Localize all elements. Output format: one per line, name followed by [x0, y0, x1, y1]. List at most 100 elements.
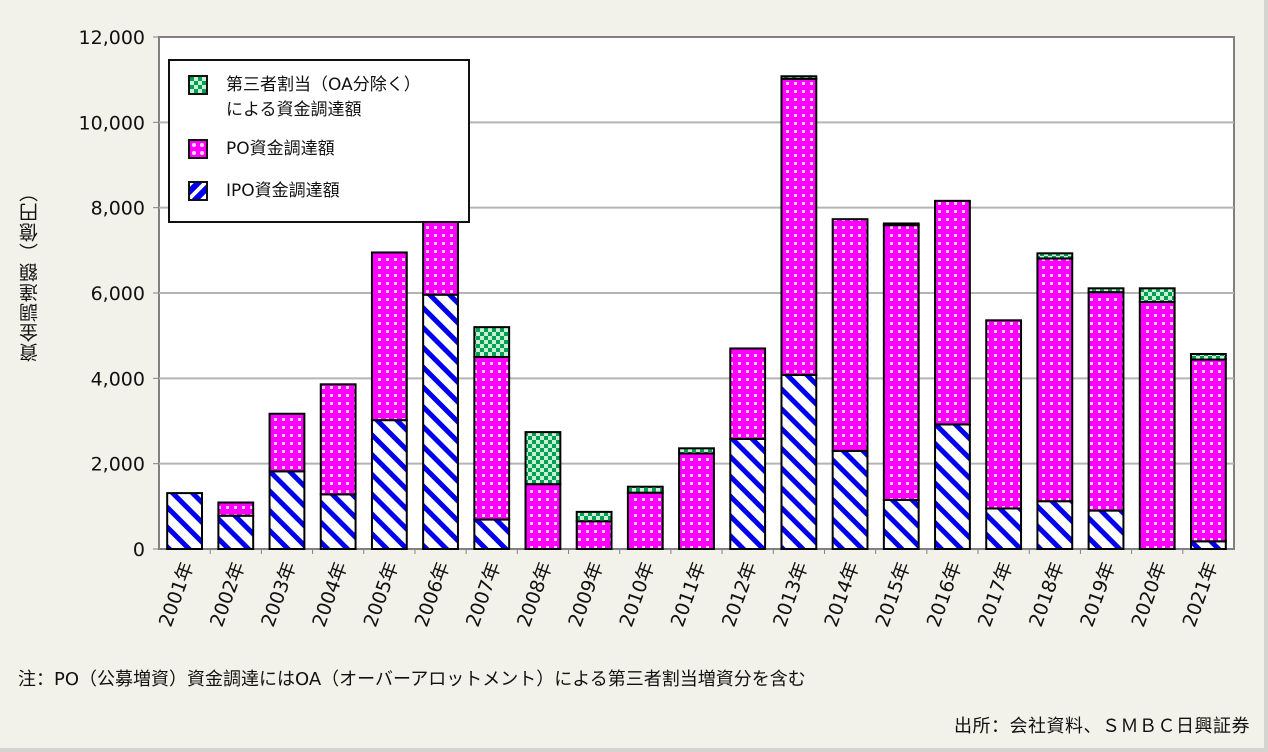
bar-2013年 [780, 75, 818, 551]
bar-segment [729, 437, 767, 551]
bar-segment [1138, 300, 1176, 550]
x-tick-label: 2005年 [360, 559, 404, 630]
legend: 第三者割当（OA分除く） による資金調達額 PO資金調達額 IPO資金調達額 [168, 59, 470, 223]
legend-label: 第三者割当（OA分除く） による資金調達額 [226, 75, 421, 120]
source-credit: 出所：会社資料、ＳＭＢＣ日興証券 [954, 716, 1250, 737]
checker-green-swatch-icon [188, 75, 208, 95]
bar-2001年 [166, 492, 203, 550]
bar-segment [934, 199, 971, 426]
x-tick-label: 2021年 [1179, 559, 1223, 630]
x-tick-label: 2007年 [462, 559, 506, 630]
x-tick-label: 2011年 [667, 559, 711, 630]
bar-segment [575, 510, 613, 523]
y-tick-label: 6,000 [91, 283, 145, 305]
bar-segment [626, 485, 664, 494]
x-tick-label: 2014年 [820, 559, 864, 630]
x-tick-label: 2015年 [871, 559, 915, 630]
bars [166, 75, 1227, 551]
bar-2021年 [1190, 353, 1227, 551]
x-tick-label: 2018年 [1025, 559, 1069, 630]
y-tick-label: 0 [133, 539, 145, 561]
bar-segment [422, 293, 459, 550]
x-axis-labels: 2001年 2002年 2003年 2004年 2005年 2006年 2007年 2008年… [155, 559, 1223, 630]
y-tick-label: 10,000 [79, 112, 145, 134]
bar-segment [1087, 291, 1125, 512]
bar-segment [370, 251, 408, 422]
bar-segment [1036, 257, 1074, 503]
bar-segment [729, 347, 767, 440]
bar-segment [217, 514, 255, 550]
x-tick-label: 2016年 [923, 559, 967, 630]
bar-segment [370, 419, 408, 550]
bar-segment [524, 431, 562, 486]
bar-segment [166, 492, 203, 550]
bar-2010年 [626, 485, 664, 550]
bar-segment [831, 449, 869, 550]
bar-segment [422, 210, 459, 296]
bar-segment [780, 373, 818, 551]
bar-2019年 [1087, 287, 1125, 551]
x-axis-ticks [209, 549, 1184, 554]
bar-segment [678, 452, 715, 550]
y-tick-label: 4,000 [91, 368, 145, 390]
bar-segment [780, 75, 818, 80]
bar-segment [882, 224, 920, 501]
bar-segment [217, 501, 255, 517]
bar-segment [831, 218, 869, 452]
bar-2015年 [882, 222, 920, 550]
x-tick-label: 2008年 [513, 559, 557, 630]
bar-segment [524, 483, 562, 550]
bar-2006年 [422, 210, 459, 550]
bar-segment [1036, 500, 1074, 551]
legend-item-ipo: IPO資金調達額 [188, 179, 340, 204]
bar-segment [1190, 358, 1227, 543]
x-tick-label: 2017年 [974, 559, 1018, 630]
bar-2014年 [831, 218, 869, 550]
bar-segment [934, 423, 971, 550]
bar-2016年 [934, 199, 971, 550]
y-axis-title: 資金調達額（億円） [19, 182, 41, 363]
legend-item-po: PO資金調達額 [188, 137, 335, 162]
legend-label: PO資金調達額 [226, 139, 335, 159]
bar-segment [1087, 287, 1125, 294]
bar-segment [1138, 287, 1176, 303]
bar-2003年 [268, 412, 306, 551]
bar-segment [1190, 353, 1227, 361]
bar-segment [1036, 252, 1074, 260]
y-axis-ticks: 0 2,000 4,000 6,000 8,000 10,000 12,000 [79, 27, 159, 561]
x-tick-label: 2009年 [564, 559, 608, 630]
bar-2012年 [729, 347, 767, 551]
x-tick-label: 2010年 [615, 559, 659, 630]
stripes-blue-swatch-icon [188, 181, 208, 201]
x-tick-label: 2002年 [206, 559, 250, 630]
footnote: 注：PO（公募増資）資金調達にはOA（オーバーアロットメント）による第三者割当増… [18, 669, 806, 690]
bar-segment [882, 222, 920, 227]
legend-label: IPO資金調達額 [226, 181, 340, 201]
x-tick-label: 2020年 [1127, 559, 1171, 630]
bar-2007年 [473, 326, 511, 550]
bar-segment [473, 356, 511, 521]
bar-segment [268, 470, 306, 551]
bar-2018年 [1036, 252, 1074, 551]
x-tick-label: 2013年 [769, 559, 813, 630]
y-tick-label: 2,000 [91, 454, 145, 476]
bar-segment [473, 518, 511, 550]
bar-2011年 [678, 447, 715, 550]
bar-segment [473, 326, 511, 358]
bar-segment [985, 507, 1023, 551]
x-tick-label: 2004年 [308, 559, 352, 630]
x-tick-label: 2003年 [257, 559, 301, 630]
bar-segment [780, 77, 818, 376]
x-tick-label: 2012年 [718, 559, 762, 630]
bar-2009年 [575, 510, 613, 550]
x-tick-label: 2001年 [155, 559, 199, 630]
dots-magenta-swatch-icon [188, 139, 208, 159]
bar-segment [626, 491, 664, 550]
bar-2004年 [319, 383, 357, 550]
bar-segment [319, 493, 357, 550]
bar-segment [575, 520, 613, 550]
bar-segment [678, 447, 715, 455]
x-tick-label: 2019年 [1076, 559, 1120, 630]
bar-segment [985, 319, 1023, 510]
